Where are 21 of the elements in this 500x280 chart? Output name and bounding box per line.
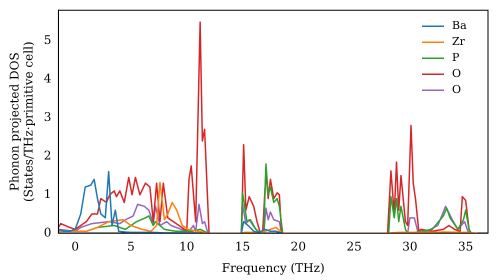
x-tick-label: 10 <box>179 240 194 254</box>
y-tick-label: 4 <box>44 72 52 86</box>
x-tick-label: 15 <box>234 240 250 254</box>
x-tick-label: 20 <box>290 240 306 254</box>
legend-label: O <box>452 67 462 80</box>
y-axis-title: Phonon projected DOS (States/THz·primitive cell) <box>7 41 36 202</box>
legend-label: O <box>452 83 462 96</box>
y-tick-label: 2 <box>44 148 52 162</box>
x-tick-label: 30 <box>402 240 418 254</box>
y-tick-label: 1 <box>44 186 52 201</box>
x-tick-label: 0 <box>71 240 79 254</box>
x-tick-label: 5 <box>127 240 135 254</box>
y-tick-label: 0 <box>44 225 52 240</box>
y-tick-label: 3 <box>44 110 52 124</box>
legend-label: P <box>452 51 460 64</box>
legend-label: Ba <box>452 19 468 32</box>
x-axis-title: Frequency (THz) <box>222 260 325 275</box>
x-tick-label: 35 <box>458 240 474 254</box>
y-tick-label: 5 <box>44 33 52 48</box>
x-tick-label: 25 <box>346 240 362 254</box>
legend-label: Zr <box>452 35 466 48</box>
